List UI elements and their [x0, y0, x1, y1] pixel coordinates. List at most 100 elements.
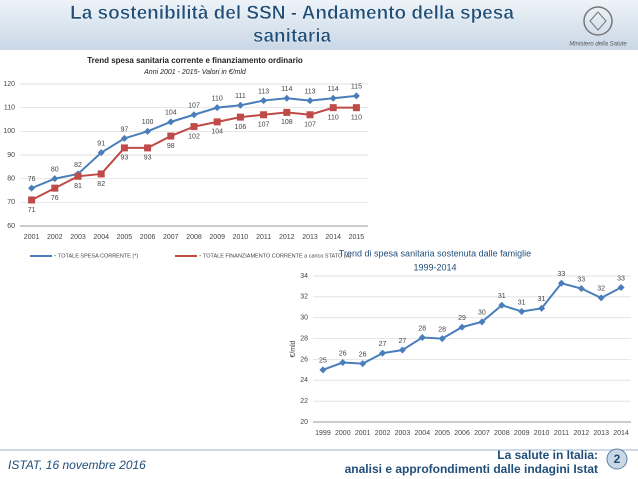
x-tick-label: 2009 [209, 234, 225, 241]
y-tick-label: 100 [3, 128, 15, 135]
marker [74, 172, 82, 180]
data-label: 113 [258, 88, 269, 95]
y-tick-label: 30 [300, 315, 308, 322]
marker [213, 118, 221, 126]
chart-subtitle: 1999-2014 [413, 262, 456, 272]
x-tick-label: 2006 [140, 234, 156, 241]
x-tick-label: 2001 [24, 234, 40, 241]
y-axis-label: €/mld [290, 340, 297, 357]
marker [51, 175, 59, 183]
footer-right: La salute in Italia: [497, 448, 598, 462]
x-tick-label: 2005 [117, 234, 133, 241]
marker [557, 279, 565, 287]
footer-left: ISTAT, 16 novembre 2016 [8, 458, 146, 472]
data-label: 113 [304, 88, 315, 95]
marker [283, 108, 291, 116]
marker [597, 294, 605, 302]
marker [144, 144, 152, 152]
data-label: 110 [212, 96, 223, 103]
data-label: 31 [538, 296, 546, 303]
marker [28, 196, 36, 204]
x-tick-label: 2009 [514, 430, 530, 437]
y-tick-label: 120 [3, 81, 15, 88]
data-label: 107 [304, 122, 316, 129]
y-tick-label: 22 [300, 398, 308, 405]
slide-title: sanitaria [253, 26, 332, 47]
data-label: 110 [351, 115, 362, 122]
y-tick-label: 26 [300, 356, 308, 363]
data-label: 31 [518, 299, 526, 306]
header-bar [0, 0, 638, 50]
x-tick-label: 2007 [474, 430, 490, 437]
data-label: 97 [121, 126, 129, 133]
y-tick-label: 80 [7, 176, 15, 183]
x-tick-label: 2002 [47, 234, 63, 241]
data-label: 93 [144, 155, 152, 162]
data-label: 80 [51, 167, 59, 174]
x-tick-label: 2004 [93, 234, 109, 241]
data-label: 110 [328, 115, 339, 122]
x-tick-label: 2007 [163, 234, 179, 241]
x-tick-label: 2003 [395, 430, 411, 437]
x-tick-label: 2011 [256, 234, 271, 241]
legend-dash: - [199, 253, 202, 260]
data-label: 81 [74, 183, 82, 190]
x-tick-label: 2006 [454, 430, 470, 437]
marker [190, 123, 198, 131]
marker [28, 184, 36, 192]
emblem-star [589, 11, 607, 31]
marker [438, 335, 446, 343]
x-tick-label: 2005 [434, 430, 450, 437]
marker [352, 104, 360, 112]
data-label: 27 [399, 338, 407, 345]
marker [190, 111, 198, 119]
marker [329, 104, 337, 112]
x-tick-label: 2012 [574, 430, 590, 437]
chart-subtitle: Anni 2001 - 2015- Valori in €/mld [143, 69, 247, 76]
x-tick-label: 2013 [302, 234, 318, 241]
data-label: 93 [121, 155, 129, 162]
marker [577, 285, 585, 293]
data-label: 32 [597, 286, 605, 293]
data-label: 76 [28, 176, 36, 183]
x-tick-label: 2004 [415, 430, 431, 437]
data-label: 114 [328, 86, 339, 93]
x-tick-label: 2014 [613, 430, 629, 437]
data-label: 91 [97, 140, 105, 147]
marker [458, 323, 466, 331]
data-label: 33 [617, 275, 625, 282]
marker [97, 170, 105, 178]
data-label: 106 [235, 124, 247, 131]
data-label: 26 [359, 351, 367, 358]
x-tick-label: 2013 [593, 430, 609, 437]
marker [306, 97, 314, 105]
marker [319, 366, 327, 374]
x-tick-label: 2008 [186, 234, 202, 241]
data-label: 82 [74, 162, 82, 169]
y-tick-label: 60 [7, 223, 15, 230]
marker [329, 94, 337, 102]
data-label: 31 [498, 293, 506, 300]
data-label: 114 [281, 86, 292, 93]
marker [352, 92, 360, 100]
marker [478, 318, 486, 326]
data-label: 107 [188, 103, 200, 110]
y-tick-label: 20 [300, 419, 308, 426]
y-tick-label: 28 [300, 335, 308, 342]
marker [97, 149, 105, 157]
x-tick-label: 1999 [315, 430, 331, 437]
data-label: 28 [438, 326, 446, 333]
y-tick-label: 110 [4, 105, 15, 112]
slide-title: La sostenibilità del SSN - Andamento del… [70, 3, 514, 24]
x-tick-label: 2015 [349, 234, 365, 241]
series-line [322, 282, 622, 371]
data-label: 33 [558, 271, 566, 278]
data-label: 26 [339, 350, 347, 357]
x-tick-label: 2003 [70, 234, 86, 241]
data-label: 98 [167, 143, 175, 150]
marker [120, 144, 128, 152]
data-label: 82 [97, 181, 105, 188]
data-label: 104 [165, 110, 177, 117]
data-label: 76 [51, 195, 59, 202]
